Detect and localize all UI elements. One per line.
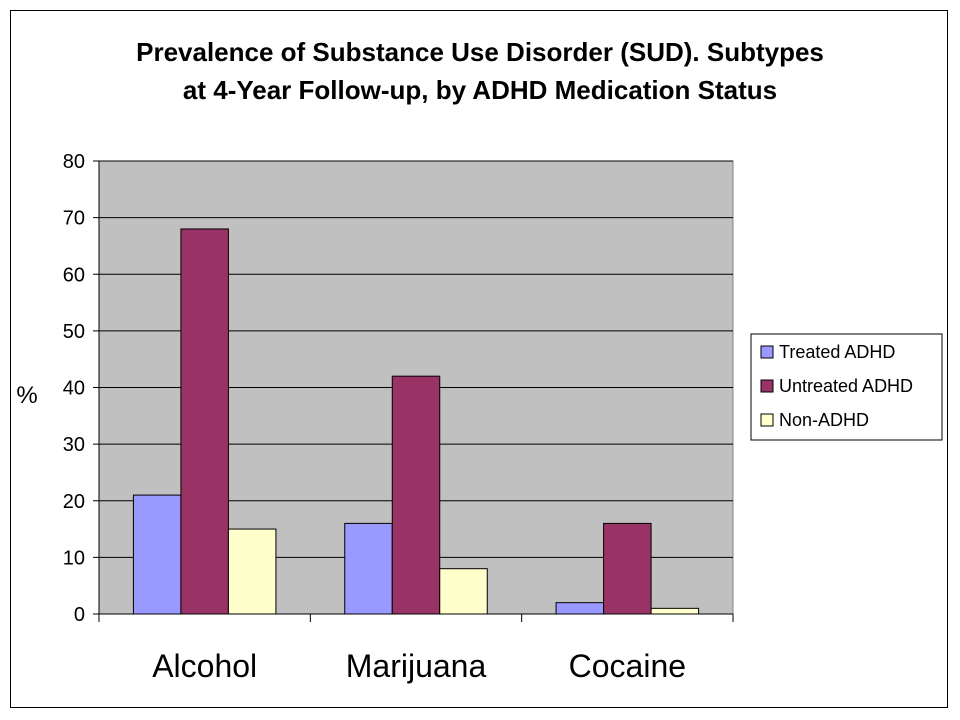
bar-untreated-adhd-marijuana [391, 375, 441, 615]
y-tick-label: 30 [63, 434, 85, 456]
chart-title-line-1: Prevalence of Substance Use Disorder (SU… [136, 37, 824, 67]
y-tick-label: 60 [63, 264, 85, 286]
legend-label: Treated ADHD [779, 342, 895, 362]
y-tick-label: 40 [63, 378, 85, 400]
y-tick-label: 20 [63, 491, 85, 513]
y-axis-ticks: 0 10 20 30 40 50 60 70 80 [63, 151, 99, 626]
legend-swatch [760, 379, 774, 393]
bar-untreated-adhd-alcohol [180, 228, 229, 615]
legend-swatch [760, 345, 774, 359]
y-tick-label: 70 [63, 208, 85, 230]
legend-label: Non-ADHD [779, 410, 869, 430]
legend-swatch [760, 413, 774, 427]
bar-non-adhd-marijuana [439, 568, 488, 615]
bar-non-adhd-cocaine [650, 607, 700, 615]
chart-title: Prevalence of Substance Use Disorder (SU… [0, 33, 960, 109]
y-tick-label: 0 [74, 604, 85, 626]
bar-untreated-adhd-cocaine [603, 522, 652, 615]
bar-treated-adhd-marijuana [344, 522, 393, 615]
bars [132, 228, 700, 615]
x-tick-label: Cocaine [569, 648, 686, 684]
bar-treated-adhd-alcohol [132, 494, 182, 615]
x-axis-ticks: Alcohol Marijuana Cocaine [98, 614, 734, 684]
legend: Treated ADHD Untreated ADHD Non-ADHD [750, 333, 943, 441]
y-tick-label: 80 [63, 151, 85, 173]
legend-label: Untreated ADHD [779, 376, 913, 396]
x-tick-label: Alcohol [152, 648, 257, 684]
bar-non-adhd-alcohol [227, 528, 277, 615]
chart-title-line-2: at 4-Year Follow-up, by ADHD Medication … [182, 75, 778, 105]
y-axis-label: % [16, 382, 37, 409]
x-tick-label: Marijuana [346, 648, 487, 684]
y-tick-label: 10 [63, 547, 85, 569]
y-tick-label: 50 [63, 321, 85, 343]
legend-box [750, 333, 943, 441]
bar-treated-adhd-cocaine [555, 602, 605, 615]
